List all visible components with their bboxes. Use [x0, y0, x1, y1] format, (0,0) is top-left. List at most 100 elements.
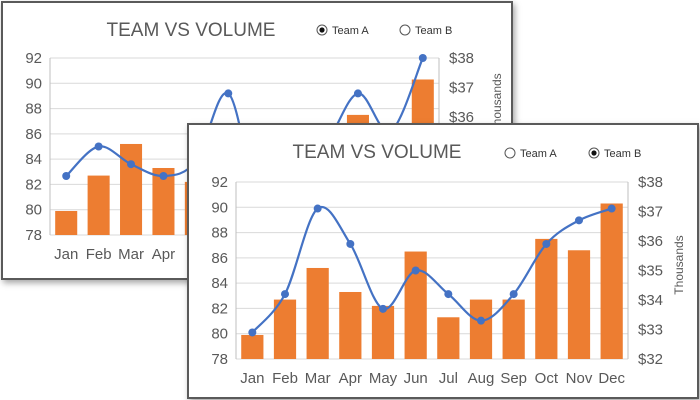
x-tick-label: May: [369, 370, 398, 387]
y-tick-label: 92: [25, 50, 42, 67]
line-series: [248, 204, 616, 337]
bar: [241, 334, 264, 359]
bar: [404, 251, 427, 359]
legend-label: Team B: [415, 25, 452, 37]
legend-radio-team-b[interactable]: Team B: [399, 24, 452, 37]
y-axis-left: 78 80 82 84 86 88 90 92: [25, 50, 42, 244]
bar: [535, 238, 558, 359]
legend-label: Team A: [520, 148, 557, 160]
line-point: [575, 216, 583, 225]
y-tick-label: 80: [25, 202, 42, 219]
y2-tick-label: $32: [638, 351, 663, 368]
line-point: [224, 89, 233, 98]
y2-axis-title: Thousands: [672, 235, 686, 294]
legend-label: Team B: [604, 148, 641, 160]
x-tick-label: Oct: [535, 370, 559, 387]
bar: [502, 299, 525, 359]
x-axis: Jan Feb Mar Apr May Jun Jul Aug Sep Oct Nov Dec: [240, 370, 625, 387]
x-tick-label: Feb: [272, 370, 298, 387]
x-tick-label: Jul: [439, 370, 458, 387]
y2-tick-label: $38: [449, 50, 474, 67]
bar: [55, 210, 78, 235]
line-point: [379, 304, 387, 313]
line-point: [159, 172, 168, 180]
line-point: [509, 290, 518, 299]
radio-icon: [399, 24, 411, 36]
line-point: [313, 204, 322, 213]
legend-label: Team A: [332, 25, 369, 37]
chart-title: TEAM VS VOLUME: [107, 20, 276, 41]
legend-radio-team-b[interactable]: Team B: [588, 147, 641, 160]
x-tick-label: Jan: [240, 370, 264, 387]
y2-tick-label: $36: [449, 109, 474, 126]
gridlines: [235, 181, 629, 360]
line-point: [411, 266, 420, 275]
y-axis-right: $32 $33 $34 $35 $36 $37 $38: [638, 174, 663, 368]
y-tick-label: 82: [25, 176, 42, 193]
bar: [371, 305, 395, 359]
radio-dot-icon: [591, 150, 597, 156]
line-point: [94, 142, 103, 151]
x-tick-label: Apr: [339, 370, 362, 387]
y-tick-label: 86: [211, 250, 228, 267]
bar: [469, 299, 493, 359]
x-tick-label: Feb: [86, 246, 112, 263]
series-line: [251, 205, 613, 334]
line-point: [477, 316, 485, 325]
y-axis-left: 78 80 82 84 86 88 90 92: [211, 174, 228, 368]
bar: [273, 299, 297, 359]
y2-tick-label: $36: [638, 233, 663, 250]
line-point: [281, 290, 289, 299]
bar: [306, 267, 329, 359]
x-tick-label: Apr: [152, 246, 175, 263]
bar: [567, 250, 591, 359]
bar: [437, 317, 460, 359]
y-tick-label: 88: [25, 101, 42, 118]
y2-tick-label: $33: [638, 322, 663, 339]
legend-radio-team-a[interactable]: Team A: [316, 24, 369, 37]
chart-svg-front: TEAM VS VOLUME Team A Team B 78 80 82 84 86 88…: [211, 142, 686, 387]
bar: [120, 143, 143, 235]
chart-window-front: TEAM VS VOLUME Team A Team B 78 80 82 84 86 88…: [187, 123, 699, 399]
y-axis-right: $36 $37 $38: [449, 50, 474, 126]
bar: [339, 291, 362, 359]
legend-radio-team-a[interactable]: Team A: [504, 147, 557, 160]
line-point: [248, 328, 257, 337]
x-tick-label: Sep: [500, 370, 527, 387]
y-tick-label: 90: [25, 75, 42, 92]
line-point: [418, 54, 427, 62]
bar: [87, 175, 110, 235]
line-point: [346, 239, 355, 248]
y-tick-label: 78: [25, 227, 42, 244]
legend: Team A Team B: [316, 24, 452, 37]
x-tick-label: Dec: [598, 370, 625, 387]
chart-title: TEAM VS VOLUME: [293, 142, 462, 163]
x-tick-label: Mar: [118, 246, 144, 263]
y2-axis-title: Thousands: [490, 73, 504, 132]
y2-tick-label: $37: [638, 204, 663, 221]
legend: Team A Team B: [504, 147, 641, 160]
y2-tick-label: $35: [638, 263, 663, 280]
x-tick-label: Aug: [468, 370, 495, 387]
y2-tick-label: $38: [638, 174, 663, 191]
y-tick-label: 78: [211, 351, 228, 368]
line-point: [444, 290, 453, 299]
line-point: [607, 204, 616, 213]
y-tick-label: 82: [211, 300, 228, 317]
y-tick-label: 88: [211, 225, 228, 242]
line-point: [542, 239, 551, 248]
y-tick-label: 86: [25, 126, 42, 143]
x-tick-label: Nov: [566, 370, 593, 387]
y-tick-label: 90: [211, 199, 228, 216]
y-tick-label: 84: [211, 275, 228, 292]
x-tick-label: Jan: [54, 246, 78, 263]
radio-icon: [504, 147, 516, 159]
line-point: [127, 160, 136, 169]
line-point: [62, 172, 71, 180]
radio-dot-icon: [319, 27, 325, 33]
y-tick-label: 92: [211, 174, 228, 191]
bar: [600, 203, 623, 359]
x-tick-label: Mar: [305, 370, 331, 387]
y2-tick-label: $37: [449, 80, 474, 97]
